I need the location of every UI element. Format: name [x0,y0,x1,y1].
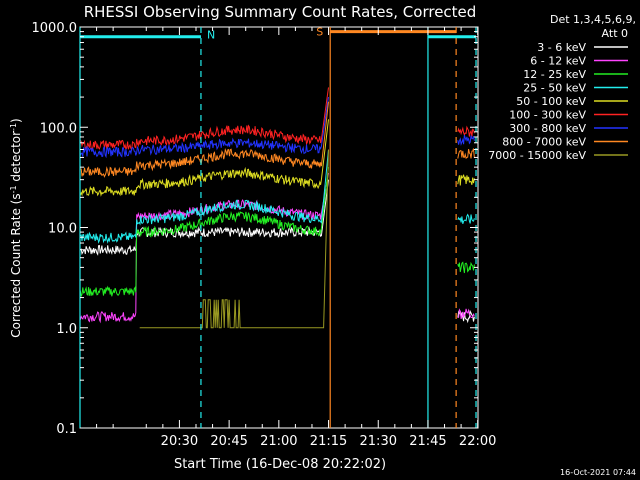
saa-marker-label: S [316,26,323,39]
y-axis-label-mid: detector [9,131,23,186]
legend-label: 50 - 100 keV [516,95,586,108]
series-line-8 [139,149,329,329]
y-tick-label: 1.0 [56,322,77,337]
series-post-line-5 [457,125,475,137]
y-axis-label-main: Corrected Count Rate (s [9,193,23,337]
x-tick-label: 21:30 [360,434,397,449]
legend-label: 300 - 800 keV [509,122,586,135]
legend-label: 800 - 7000 keV [502,136,586,149]
series-line-6 [79,97,329,159]
y-axis-label-end: ) [9,118,23,123]
legend-label: 7000 - 15000 keV [488,149,586,162]
series-layer [79,87,475,329]
legend-label: 3 - 6 keV [537,41,586,54]
x-tick-label: 20:45 [210,434,247,449]
series-post-line-7 [457,148,475,160]
series-post-line-2 [457,261,475,274]
y-tick-label: 100.0 [40,121,77,136]
x-tick-label: 21:15 [310,434,347,449]
y-axis-label: Corrected Count Rate (s-1 detector-1) [9,118,24,337]
y-tick-label: 0.1 [56,422,77,437]
footer-date: 16-Oct-2021 07:44 [560,468,636,477]
legend-label: 6 - 12 keV [530,55,586,68]
series-post-line-1 [457,308,475,320]
night-marker-label: N [207,29,215,42]
legend-header-line2: Att 0 [602,27,628,40]
axes-layer: 1000.0 100.0 10.0 1.0 0.1 20:30 20:45 21:00 21:1… [32,21,497,449]
legend-label: 12 - 25 keV [523,68,586,81]
series-line-2 [79,167,329,297]
chart-title: RHESSI Observing Summary Count Rates, Co… [84,3,477,21]
series-line-5 [79,87,329,152]
x-axis-label: Start Time (16-Dec-08 20:22:02) [174,457,386,472]
legend-header-line1: Det 1,3,4,5,6,9, [550,13,636,26]
series-post-line-4 [457,174,475,186]
y-axis-label-sup2: -1 [9,123,18,131]
series-post-line-6 [457,134,475,147]
y-tick-label: 10.0 [48,222,77,237]
y-tick-label: 1000.0 [32,21,78,36]
x-tick-label: 21:00 [260,434,297,449]
series-line-0 [80,179,329,256]
legend-label: 25 - 50 keV [523,82,586,95]
x-tick-label: 21:45 [409,434,446,449]
legend-label: 100 - 300 keV [509,109,586,122]
x-tick-label: 20:30 [161,434,198,449]
series-post-line-3 [457,213,475,224]
x-tick-label: 22:00 [459,434,496,449]
y-axis-label-sup1: -1 [9,185,18,193]
